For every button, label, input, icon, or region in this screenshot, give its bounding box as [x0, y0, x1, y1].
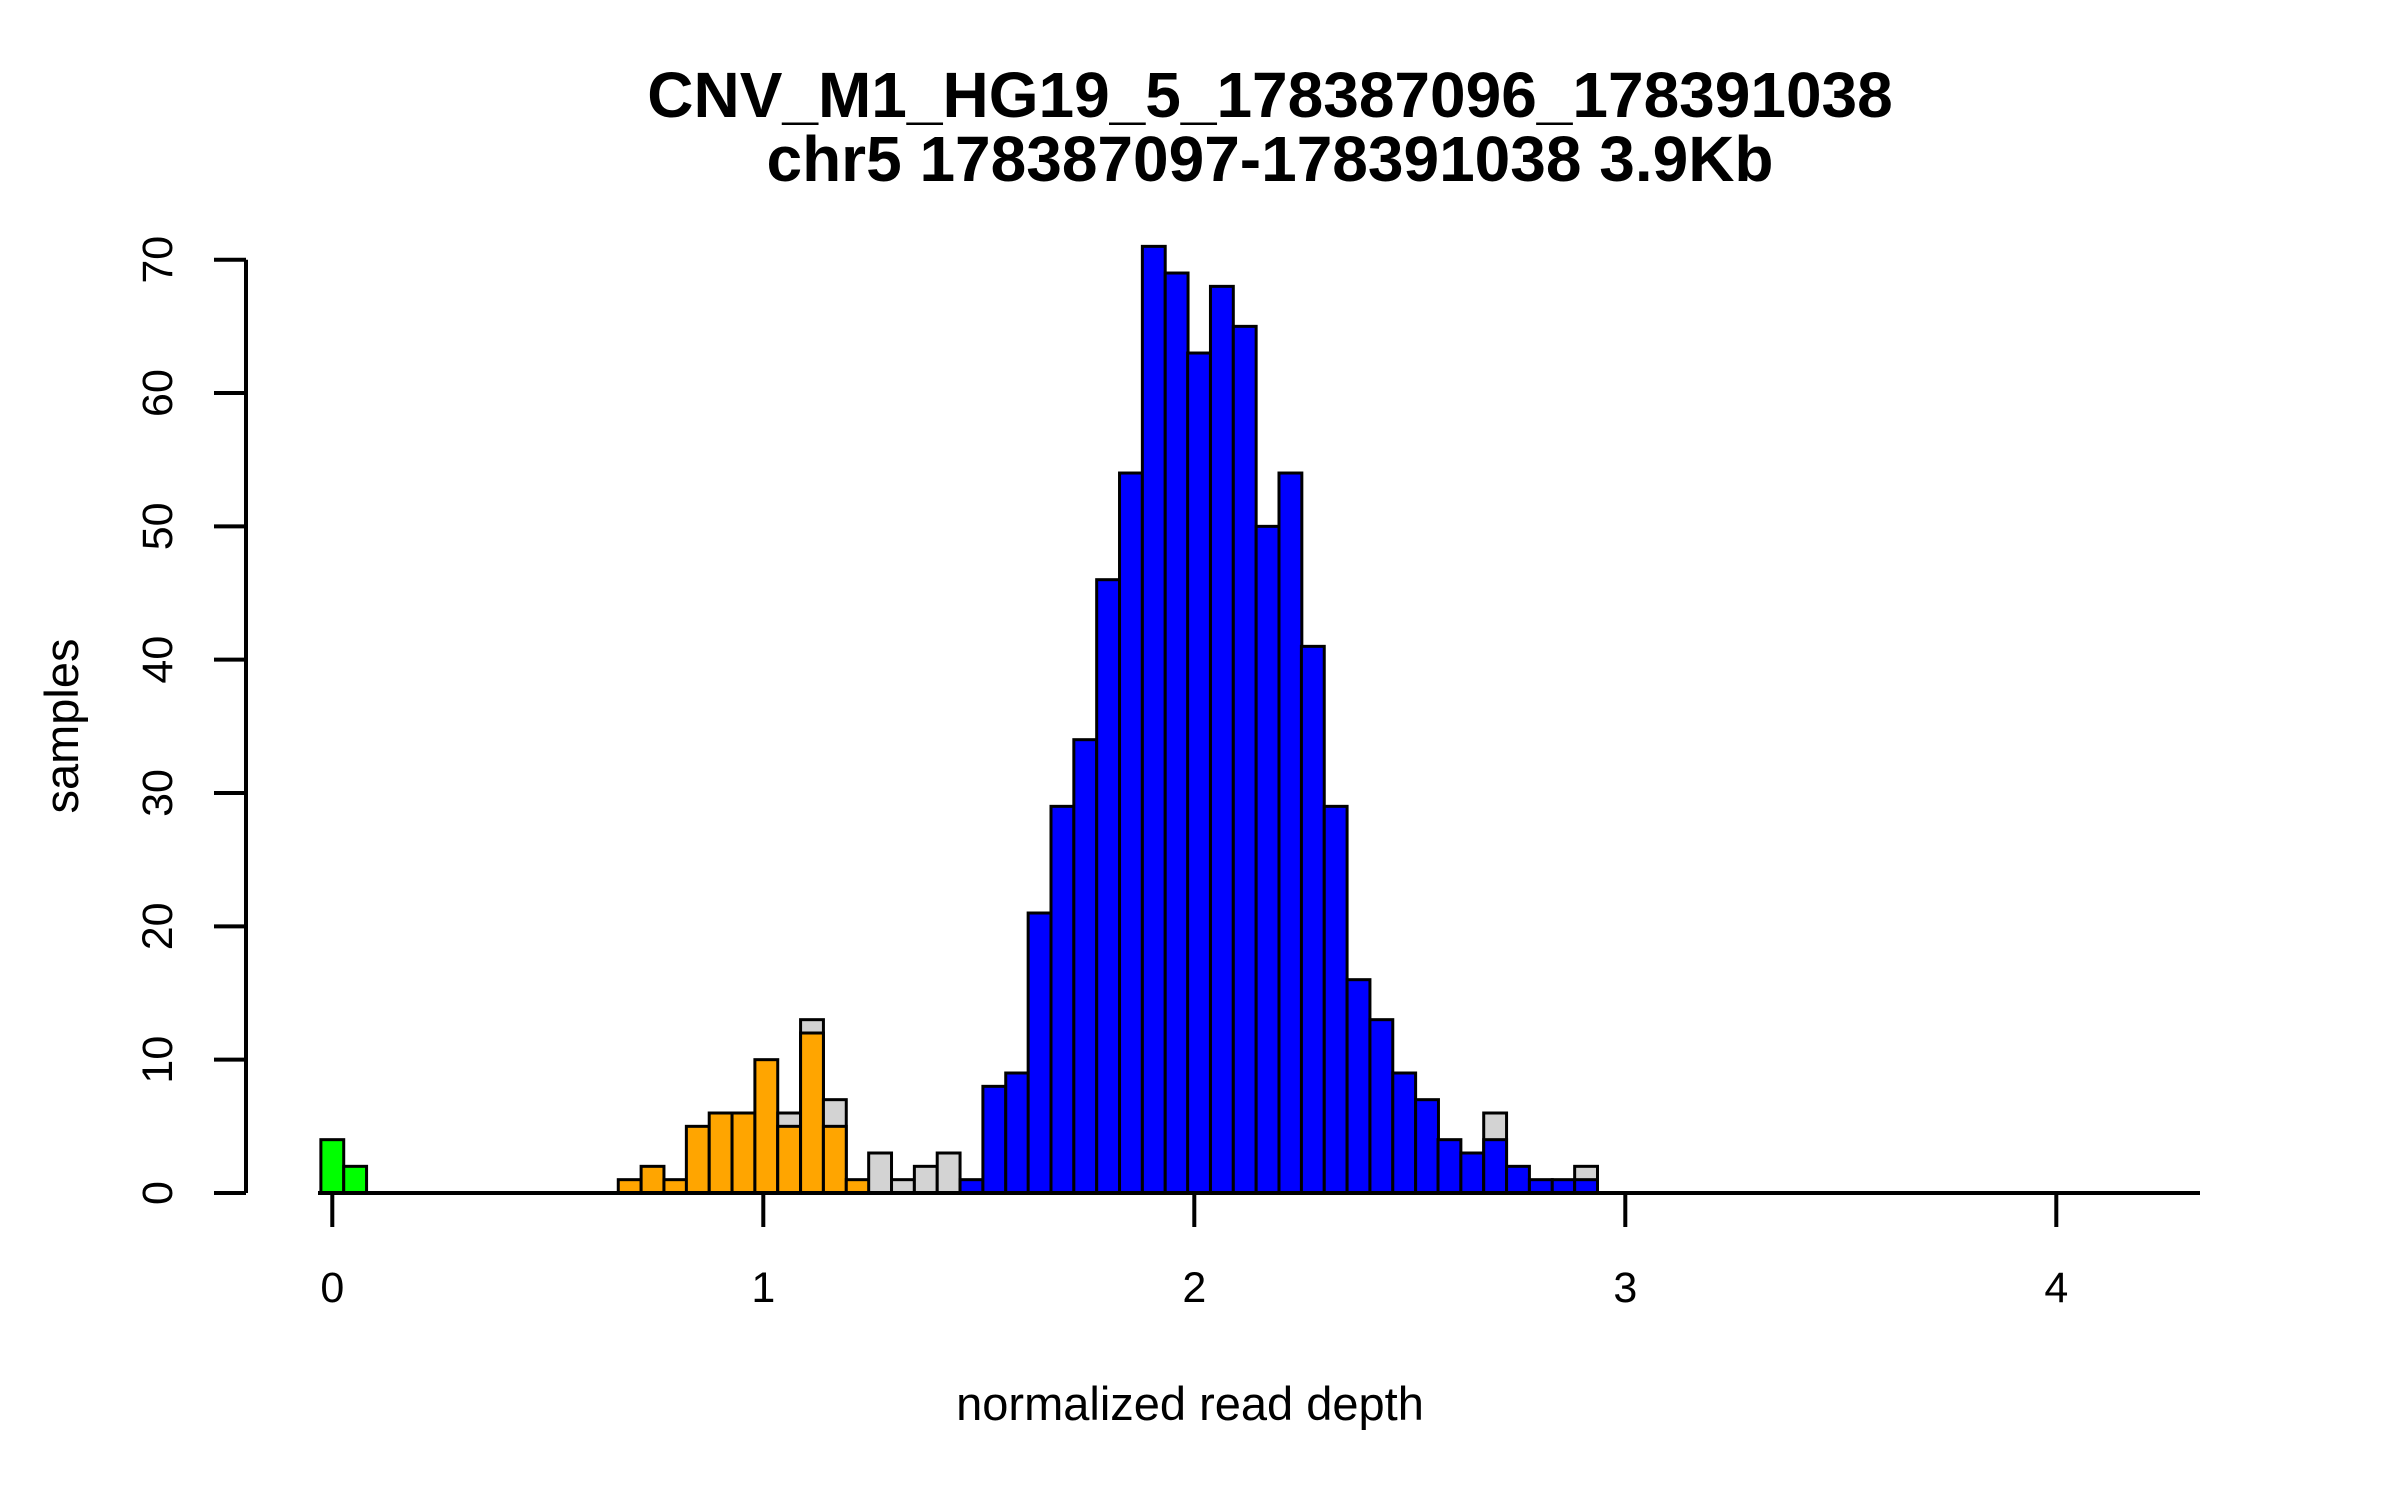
y-tick-label: 0	[134, 1181, 182, 1205]
histogram-bar	[867, 1151, 894, 1195]
histogram-bar	[1140, 244, 1167, 1195]
histogram-bar	[1118, 471, 1144, 1195]
histogram-bar	[342, 1164, 369, 1195]
histogram-bar	[1368, 1018, 1395, 1195]
histogram-bar	[1505, 1164, 1531, 1195]
histogram-bar	[684, 1124, 711, 1195]
histogram-bar	[1186, 351, 1212, 1195]
plot-title-line2: chr5 178387097-178391038 3.9Kb	[766, 123, 1773, 195]
x-tick-label: 1	[751, 1264, 775, 1312]
histogram-bar	[319, 1138, 346, 1195]
histogram-bar	[639, 1164, 666, 1195]
histogram-bar	[1436, 1138, 1463, 1195]
histogram-bar	[1208, 284, 1235, 1195]
histogram-bar	[1254, 524, 1281, 1195]
y-axis-title: samples	[35, 638, 88, 813]
histogram-bar	[1322, 804, 1349, 1195]
histogram-bar	[1299, 644, 1326, 1195]
x-tick-label: 3	[1613, 1264, 1637, 1312]
y-tick-label: 70	[134, 236, 182, 284]
x-axis-title: normalized read depth	[956, 1377, 1424, 1430]
plot-title-line1: CNV_M1_HG19_5_178387096_178391038	[647, 59, 1892, 131]
x-tick-label: 4	[2044, 1264, 2068, 1312]
histogram-bar	[1414, 1098, 1440, 1195]
histogram-bar	[707, 1111, 734, 1195]
histogram-bar	[1072, 738, 1099, 1195]
histogram-bar	[1231, 324, 1258, 1195]
x-tick-label: 2	[1182, 1264, 1206, 1312]
histogram-bar	[1049, 804, 1076, 1195]
y-tick-label: 30	[134, 769, 182, 817]
histogram-bar	[1391, 1071, 1418, 1195]
y-tick-label: 40	[134, 636, 182, 684]
x-tick-label: 0	[320, 1264, 344, 1312]
histogram-bar	[1004, 1071, 1031, 1195]
histogram-bar	[1482, 1138, 1509, 1195]
histogram-bar	[821, 1124, 848, 1195]
histogram-bar	[1026, 911, 1053, 1195]
y-tick-label: 60	[134, 369, 182, 417]
histogram-bar	[935, 1151, 962, 1195]
histogram-bar	[776, 1124, 803, 1195]
y-tick-label: 20	[134, 902, 182, 950]
histogram-bars	[319, 244, 1600, 1195]
histogram-bar	[981, 1084, 1008, 1195]
histogram-bar	[1163, 271, 1190, 1195]
histogram-bar	[1345, 978, 1372, 1195]
histogram-bar	[753, 1058, 780, 1195]
histogram-bar	[1277, 471, 1304, 1195]
histogram-bar	[799, 1031, 825, 1195]
histogram-bar	[912, 1164, 939, 1195]
y-tick-label: 50	[134, 502, 182, 550]
y-tick-label: 10	[134, 1036, 182, 1084]
histogram-bar	[730, 1111, 757, 1195]
histogram-bar	[1095, 578, 1122, 1195]
histogram-bar	[1459, 1151, 1486, 1195]
